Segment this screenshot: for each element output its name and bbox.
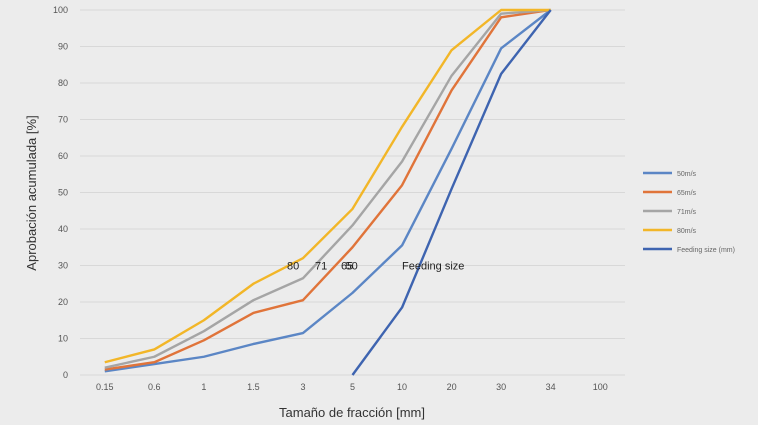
y-tick-label: 90 <box>58 42 68 52</box>
annotation-label: 65 <box>341 261 353 273</box>
annotation-label: Feeding size <box>402 261 464 273</box>
x-tick-label: 0.6 <box>148 382 161 392</box>
x-tick-label: 34 <box>546 382 556 392</box>
legend-entry: 71m/s <box>677 209 697 216</box>
y-tick-label: 50 <box>58 188 68 198</box>
x-tick-label: 3 <box>300 382 305 392</box>
x-tick-label: 100 <box>593 382 608 392</box>
series-line <box>104 8 551 364</box>
x-tick-label: 10 <box>397 382 407 392</box>
annotation-label: 80 <box>287 261 299 273</box>
y-tick-label: 0 <box>63 370 68 380</box>
x-tick-label: 5 <box>350 382 355 392</box>
y-tick-label: 100 <box>53 5 68 15</box>
y-axis-title: Aprobación acumulada [%] <box>24 115 39 270</box>
legend-entry: 50m/s <box>677 171 697 178</box>
y-tick-label: 20 <box>58 297 68 307</box>
series-line <box>104 8 551 369</box>
y-tick-label: 40 <box>58 224 68 234</box>
annotation-label: 50 <box>346 261 358 273</box>
y-tick-label: 70 <box>58 115 68 125</box>
grid <box>80 9 625 376</box>
y-tick-label: 80 <box>58 78 68 88</box>
x-tick-label: 1.5 <box>247 382 260 392</box>
y-tick-label: 30 <box>58 261 68 271</box>
x-axis-title: Tamaño de fracción [mm] <box>279 405 425 420</box>
legend-entry: 65m/s <box>677 190 697 197</box>
legend-entry: 80m/s <box>677 228 697 235</box>
x-tick-label: 30 <box>496 382 506 392</box>
series-line <box>351 9 552 376</box>
x-tick-label: 20 <box>447 382 457 392</box>
legend-entry: Feeding size (mm) <box>677 247 735 254</box>
y-axis-ticks: 0 10 20 30 40 50 60 70 80 90 100 <box>53 5 68 380</box>
x-axis-ticks: 0.15 0.6 1 1.5 3 5 10 20 30 34 100 <box>96 382 608 392</box>
y-tick-label: 10 <box>58 334 68 344</box>
series-line <box>104 8 551 371</box>
annotation-label: 71 <box>315 261 327 273</box>
y-tick-label: 60 <box>58 151 68 161</box>
series-lines <box>104 8 552 376</box>
x-tick-label: 1 <box>201 382 206 392</box>
series-line <box>104 9 552 373</box>
x-tick-label: 0.15 <box>96 382 114 392</box>
legend: 50m/s 65m/s 71m/s 80m/s Feeding size (mm) <box>643 171 735 254</box>
